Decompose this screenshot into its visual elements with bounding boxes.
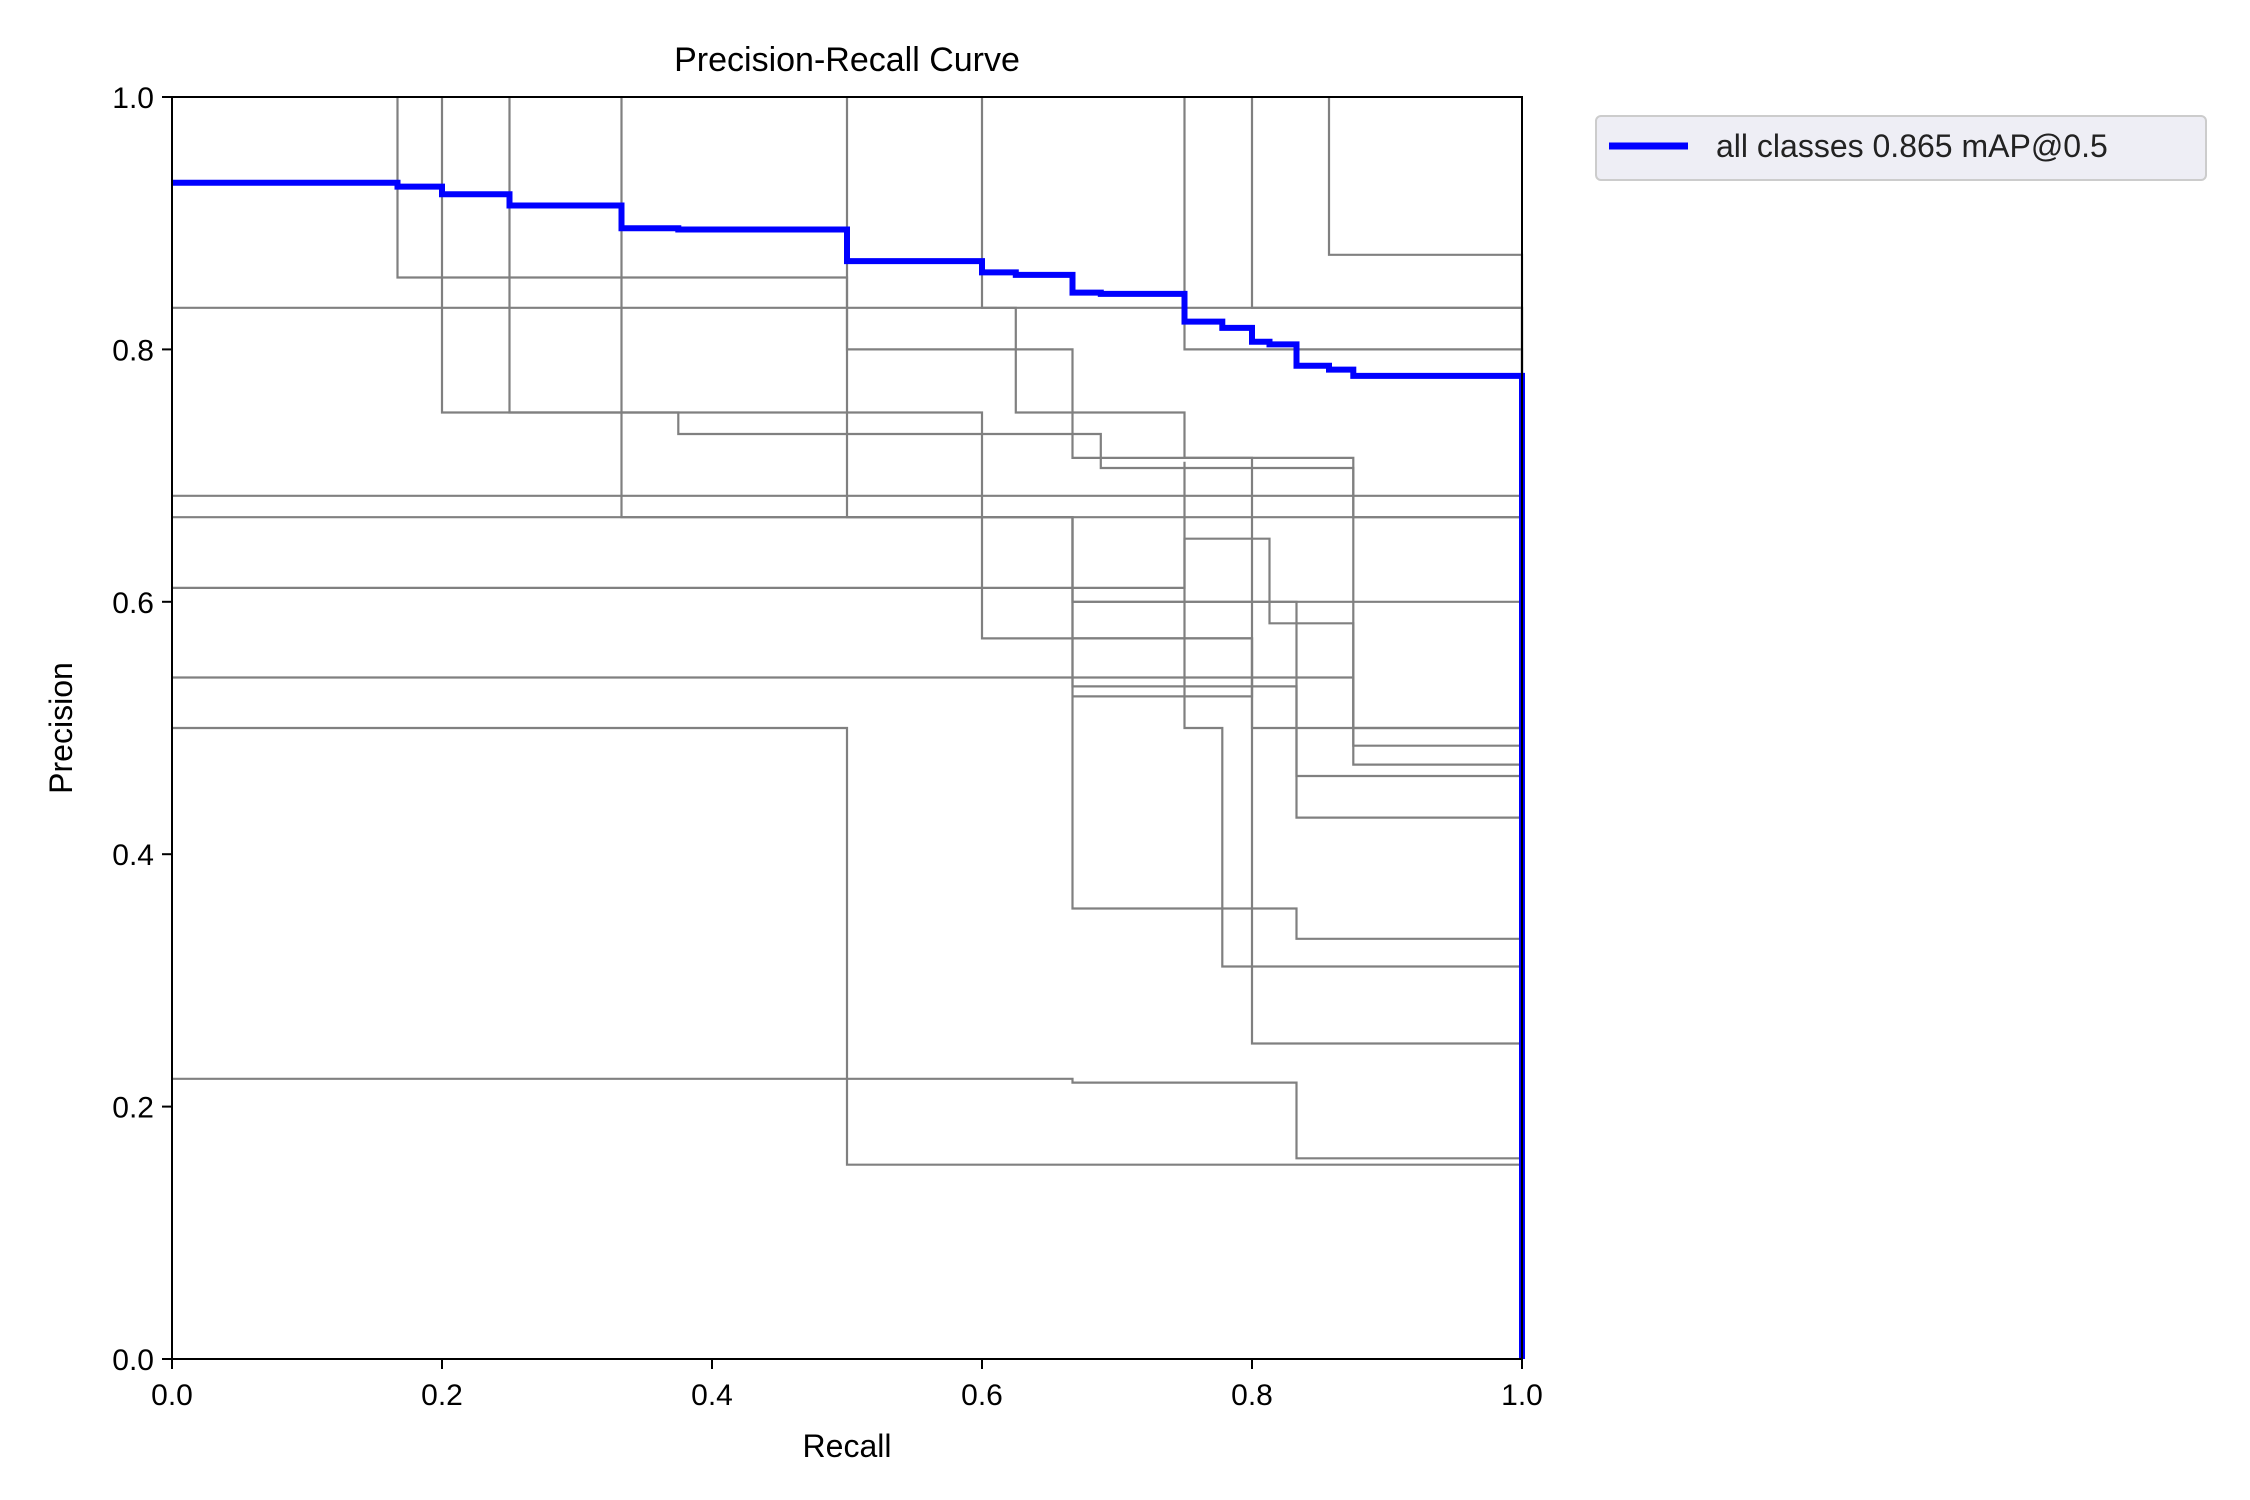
- x-tick-label: 1.0: [1501, 1379, 1543, 1412]
- x-tick-label: 0.6: [961, 1379, 1003, 1412]
- y-axis-ticks: 0.0 0.2 0.4 0.6 0.8 1.0: [112, 82, 172, 1377]
- plot-frame: [171, 96, 1523, 1360]
- legend-label-all-classes: all classes 0.865 mAP@0.5: [1716, 128, 2108, 164]
- series-line-class-20: [1072, 637, 1254, 698]
- x-axis-label: Recall: [803, 1428, 892, 1464]
- legend-box: [1595, 115, 2207, 181]
- chart-title: Precision-Recall Curve: [674, 41, 1020, 79]
- legend: all classes 0.865 mAP@0.5: [1595, 115, 2207, 181]
- y-tick-label: 0.2: [112, 1092, 154, 1125]
- x-tick-label: 0.2: [421, 1379, 463, 1412]
- x-tick-label: 0.0: [151, 1379, 193, 1412]
- x-axis-ticks: 0.0 0.2 0.4 0.6 0.8 1.0: [151, 1359, 1543, 1412]
- series-line-all-classes: [172, 179, 1525, 1359]
- y-tick-label: 0.4: [112, 839, 154, 872]
- x-tick-label: 0.4: [691, 1379, 733, 1412]
- y-tick-label: 0.6: [112, 587, 154, 620]
- x-tick-label: 0.8: [1231, 1379, 1273, 1412]
- y-tick-label: 0.0: [112, 1344, 154, 1377]
- y-tick-label: 1.0: [112, 82, 154, 115]
- y-axis-label: Precision: [43, 662, 79, 794]
- y-tick-label: 0.8: [112, 334, 154, 367]
